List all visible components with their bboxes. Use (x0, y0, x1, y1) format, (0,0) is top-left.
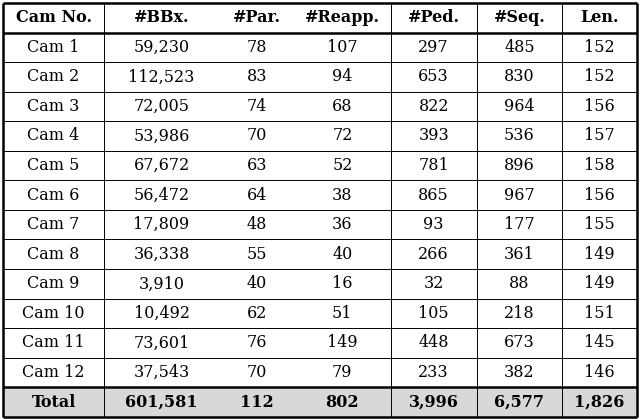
Text: 36: 36 (332, 216, 353, 233)
Text: 70: 70 (246, 127, 267, 145)
Text: 93: 93 (424, 216, 444, 233)
Text: Cam 2: Cam 2 (28, 68, 79, 85)
Text: 17,809: 17,809 (134, 216, 189, 233)
Text: #Par.: #Par. (233, 9, 280, 26)
Text: 393: 393 (419, 127, 449, 145)
Text: 32: 32 (424, 275, 444, 292)
Text: 149: 149 (584, 246, 615, 263)
Text: #Seq.: #Seq. (493, 9, 545, 26)
Text: 155: 155 (584, 216, 615, 233)
Text: 53,986: 53,986 (133, 127, 190, 145)
Text: 967: 967 (504, 186, 535, 204)
Text: 112: 112 (240, 393, 273, 411)
Text: Cam 5: Cam 5 (28, 157, 80, 174)
Text: 830: 830 (504, 68, 534, 85)
Text: Cam 12: Cam 12 (22, 364, 84, 381)
Text: 105: 105 (419, 305, 449, 322)
Text: 78: 78 (246, 39, 267, 56)
Text: 157: 157 (584, 127, 615, 145)
Text: 297: 297 (419, 39, 449, 56)
Text: 10,492: 10,492 (134, 305, 189, 322)
Text: 145: 145 (584, 334, 615, 352)
Text: 63: 63 (246, 157, 267, 174)
Text: 151: 151 (584, 305, 615, 322)
Text: 107: 107 (327, 39, 358, 56)
Text: 16: 16 (332, 275, 353, 292)
Text: 266: 266 (419, 246, 449, 263)
Text: 72,005: 72,005 (134, 98, 189, 115)
Text: 76: 76 (246, 334, 267, 352)
Text: 88: 88 (509, 275, 530, 292)
Text: 218: 218 (504, 305, 534, 322)
Text: Cam 4: Cam 4 (28, 127, 79, 145)
Text: 64: 64 (246, 186, 267, 204)
Text: 781: 781 (419, 157, 449, 174)
Text: 52: 52 (332, 157, 353, 174)
Bar (3, 387, 637, 417)
Text: 79: 79 (332, 364, 353, 381)
Text: Cam 9: Cam 9 (28, 275, 80, 292)
Text: 3,996: 3,996 (409, 393, 459, 411)
Text: 601,581: 601,581 (125, 393, 198, 411)
Text: 156: 156 (584, 98, 615, 115)
Text: 40: 40 (246, 275, 267, 292)
Text: 896: 896 (504, 157, 535, 174)
Text: 62: 62 (246, 305, 267, 322)
Text: 802: 802 (326, 393, 359, 411)
Text: 822: 822 (419, 98, 449, 115)
Text: #Reapp.: #Reapp. (305, 9, 380, 26)
Text: 56,472: 56,472 (134, 186, 189, 204)
Text: 485: 485 (504, 39, 534, 56)
Text: 48: 48 (246, 216, 267, 233)
Text: 382: 382 (504, 364, 534, 381)
Text: 51: 51 (332, 305, 353, 322)
Text: 152: 152 (584, 39, 615, 56)
Text: 1,826: 1,826 (574, 393, 625, 411)
Text: #Ped.: #Ped. (408, 9, 460, 26)
Text: 36,338: 36,338 (133, 246, 190, 263)
Text: 112,523: 112,523 (129, 68, 195, 85)
Text: 6,577: 6,577 (494, 393, 545, 411)
Text: 156: 156 (584, 186, 615, 204)
Text: 70: 70 (246, 364, 267, 381)
Text: Len.: Len. (580, 9, 619, 26)
Text: 38: 38 (332, 186, 353, 204)
Text: Cam 10: Cam 10 (22, 305, 84, 322)
Text: 73,601: 73,601 (134, 334, 189, 352)
Text: 149: 149 (327, 334, 358, 352)
Text: 74: 74 (246, 98, 267, 115)
Text: Cam 7: Cam 7 (28, 216, 80, 233)
Text: 59,230: 59,230 (134, 39, 189, 56)
Text: 448: 448 (419, 334, 449, 352)
Text: 68: 68 (332, 98, 353, 115)
Text: 83: 83 (246, 68, 267, 85)
Text: 146: 146 (584, 364, 615, 381)
Text: 55: 55 (246, 246, 267, 263)
Text: Cam 1: Cam 1 (28, 39, 80, 56)
Text: 177: 177 (504, 216, 535, 233)
Text: 152: 152 (584, 68, 615, 85)
Text: 67,672: 67,672 (134, 157, 189, 174)
Text: 94: 94 (332, 68, 353, 85)
Text: Cam 8: Cam 8 (28, 246, 80, 263)
Text: 653: 653 (419, 68, 449, 85)
Text: 361: 361 (504, 246, 535, 263)
Text: 865: 865 (419, 186, 449, 204)
Text: Cam 11: Cam 11 (22, 334, 85, 352)
Text: 233: 233 (419, 364, 449, 381)
Text: 158: 158 (584, 157, 615, 174)
Text: 149: 149 (584, 275, 615, 292)
Text: #BBx.: #BBx. (134, 9, 189, 26)
Text: 536: 536 (504, 127, 535, 145)
Text: 3,910: 3,910 (139, 275, 184, 292)
Text: 964: 964 (504, 98, 534, 115)
Text: 40: 40 (332, 246, 353, 263)
Text: Cam 6: Cam 6 (28, 186, 80, 204)
Text: Cam No.: Cam No. (15, 9, 92, 26)
Text: 37,543: 37,543 (134, 364, 189, 381)
Text: 673: 673 (504, 334, 535, 352)
Text: 72: 72 (332, 127, 353, 145)
Text: Cam 3: Cam 3 (28, 98, 80, 115)
Text: Total: Total (31, 393, 76, 411)
